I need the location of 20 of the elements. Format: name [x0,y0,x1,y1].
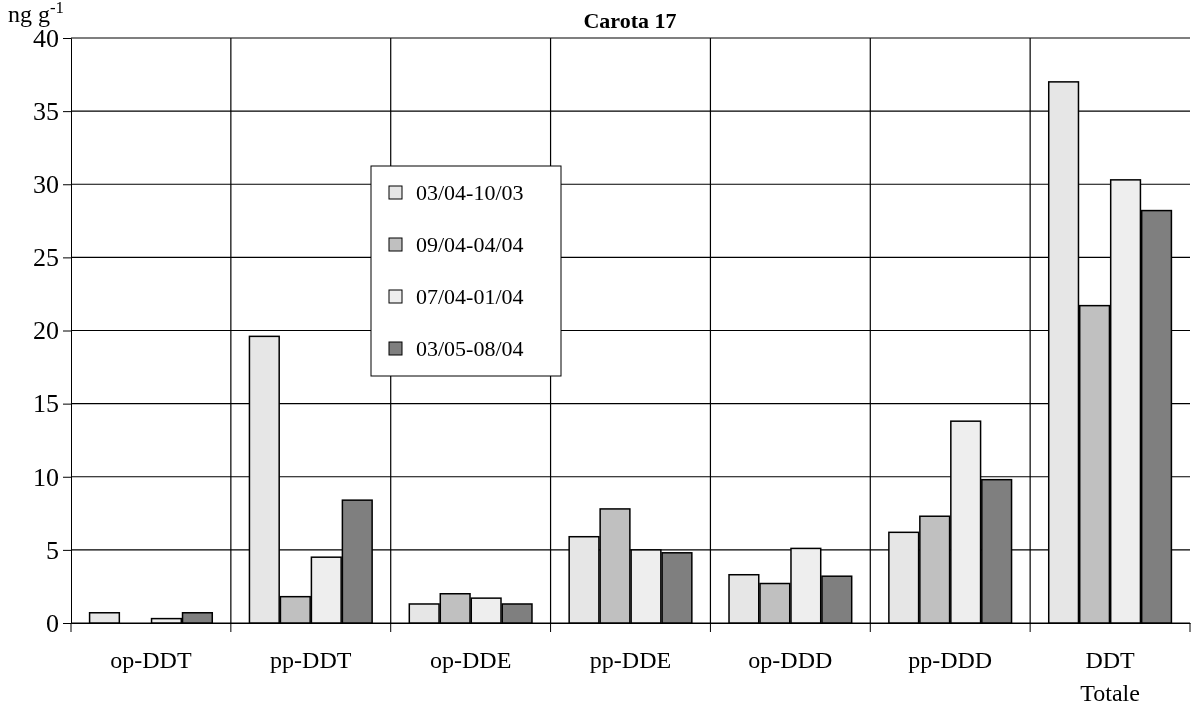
x-tick-label: op-DDT [110,647,192,673]
x-tick-label: pp-DDD [908,647,993,673]
y-tick-label: 25 [33,243,59,273]
y-tick-label: 15 [33,389,59,419]
x-tick-label: op-DDE [429,647,512,673]
legend-label: 07/04-01/04 [416,284,524,309]
x-tick-label: op-DDD [748,647,833,673]
chart-title: Carota 17 [583,8,677,33]
y-tick-label: 10 [33,462,59,492]
x-tick-label: pp-DDE [589,647,672,673]
y-tick-label: 0 [46,608,59,638]
y-tick-label: 30 [33,170,59,200]
y-tick-label: 20 [33,316,59,346]
x-tick-label: DDT Totale [1080,647,1140,706]
legend-label: 09/04-04/04 [416,232,524,257]
y-tick-label: 5 [46,535,59,565]
legend-label: 03/04-10/03 [416,180,524,205]
x-tick-label: pp-DDT [270,647,352,673]
legend-label: 03/05-08/04 [416,336,524,361]
y-tick-label: 35 [33,96,59,126]
